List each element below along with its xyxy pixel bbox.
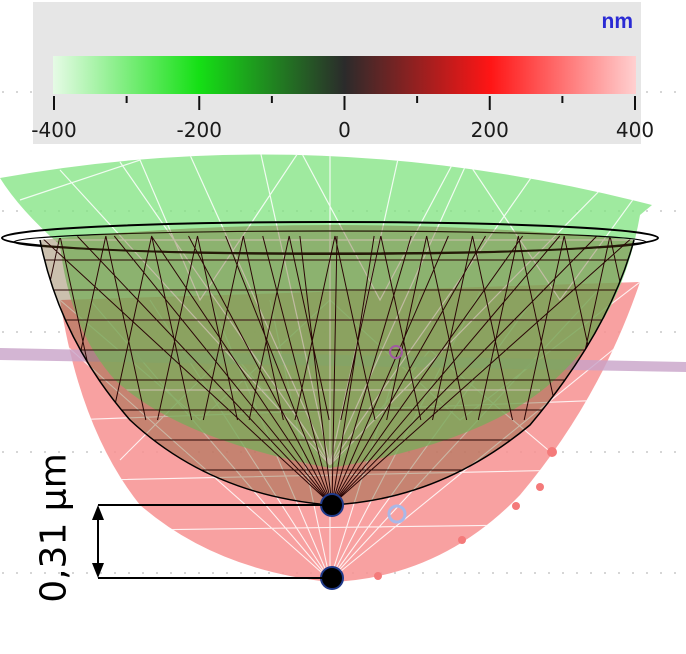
- wireframe-bowl: [1, 221, 659, 506]
- color-legend: nm -400 -200 0 200 400: [31, 2, 654, 144]
- colorbar-gradient: [53, 56, 636, 94]
- marker-top-dot: [320, 493, 344, 517]
- tick-label: 200: [470, 118, 509, 142]
- height-measurement-label: 0,31 µm: [33, 453, 75, 603]
- tick-label: 0: [338, 118, 351, 142]
- legend-unit: nm: [601, 10, 634, 33]
- tick-label: -400: [31, 118, 77, 142]
- dimension-indicator: [92, 504, 322, 579]
- colorbar-ticks: [53, 96, 636, 110]
- marker-small-blue: [387, 504, 407, 524]
- tick-label: 400: [615, 118, 655, 142]
- tick-label: -200: [176, 118, 222, 142]
- marker-bottom-dot: [320, 566, 344, 590]
- marker-small-purple: [389, 345, 403, 359]
